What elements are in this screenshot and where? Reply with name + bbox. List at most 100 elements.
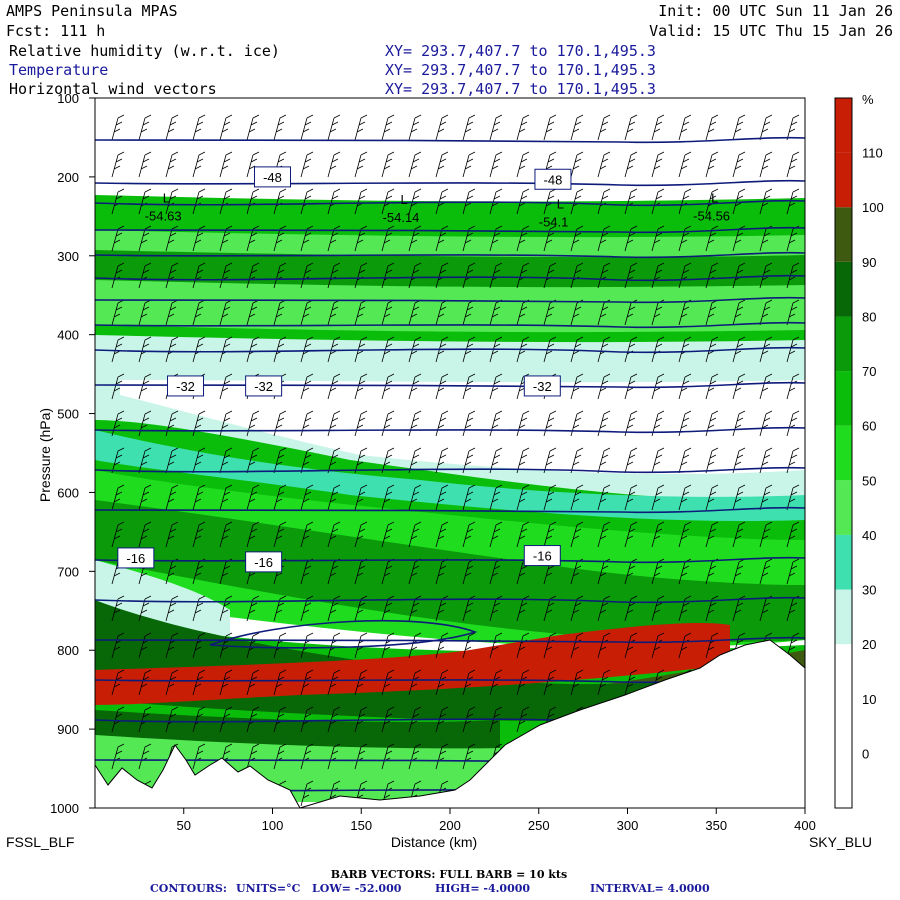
barb-stroke [651, 188, 665, 215]
barb-stroke [489, 484, 503, 511]
barb-stroke [543, 595, 557, 622]
wind-barb [273, 262, 287, 289]
wind-barb [381, 521, 395, 548]
wind-barb [111, 410, 125, 437]
wind-barb [732, 447, 746, 474]
wind-barb [273, 410, 287, 437]
contour-label: -16 [245, 551, 283, 573]
wind-barb [246, 447, 260, 474]
wind-barb [381, 706, 395, 733]
low-letter: L [163, 190, 170, 205]
wind-barb [354, 595, 368, 622]
barb-stroke [327, 595, 341, 622]
contour-line [95, 199, 805, 207]
wind-barb [732, 299, 746, 326]
wind-barb [678, 262, 692, 289]
wind-barb [192, 447, 206, 474]
barb-stroke [381, 151, 395, 178]
barb-stroke [462, 632, 476, 659]
wind-barb [192, 521, 206, 548]
barb-stroke [543, 521, 557, 548]
left-endpoint-label: FSSL_BLF [6, 834, 74, 850]
barb-stroke [273, 410, 287, 437]
barb-stroke [489, 114, 503, 141]
wind-barb [651, 262, 665, 289]
contour-label-box [523, 375, 561, 397]
barb-stroke [354, 410, 368, 437]
wind-barb [597, 595, 611, 622]
colorbar-tick-label: 40 [862, 528, 876, 543]
wind-barb [354, 669, 368, 696]
wind-barb [435, 225, 449, 252]
barb-stroke [435, 521, 449, 548]
wind-barb [246, 114, 260, 141]
barb-stroke [273, 299, 287, 326]
barb-stroke [732, 151, 746, 178]
wind-barb [219, 299, 233, 326]
barb-stroke [138, 669, 152, 696]
barb-stroke [273, 595, 287, 622]
wind-barb [408, 373, 422, 400]
barb-stroke [246, 595, 260, 622]
barb-stroke [624, 151, 638, 178]
wind-barb [138, 373, 152, 400]
wind-barb [192, 595, 206, 622]
contour-line [95, 274, 805, 282]
barb-stroke [597, 188, 611, 215]
footer-interval: INTERVAL= 4.0000 [590, 882, 710, 895]
barb-stroke [624, 410, 638, 437]
wind-barb [543, 447, 557, 474]
wind-barb [435, 595, 449, 622]
wind-barb [111, 743, 125, 770]
barb-stroke [165, 484, 179, 511]
wind-barb [705, 373, 719, 400]
wind-barb [273, 632, 287, 659]
wind-barb [273, 595, 287, 622]
wind-barb [219, 743, 233, 770]
contour-label-text: -16 [533, 549, 552, 564]
wind-barb [570, 410, 584, 437]
contour-line [95, 596, 805, 604]
wind-barb [759, 188, 773, 215]
barb-stroke [408, 114, 422, 141]
footer-units: UNITS=°C [236, 882, 301, 895]
barb-stroke [138, 299, 152, 326]
barb-stroke [651, 632, 665, 659]
wind-barb [759, 447, 773, 474]
barb-stroke [192, 484, 206, 511]
barb-stroke [732, 225, 746, 252]
wind-barb [651, 188, 665, 215]
barb-stroke [408, 743, 422, 770]
barb-stroke [543, 669, 557, 696]
wind-barb [786, 447, 800, 474]
barb-stroke [408, 780, 422, 807]
barb-stroke [219, 669, 233, 696]
barb-stroke [273, 225, 287, 252]
wind-barb [300, 373, 314, 400]
wind-barb [516, 114, 530, 141]
barb-stroke [111, 595, 125, 622]
barb-stroke [570, 225, 584, 252]
barb-stroke [192, 225, 206, 252]
y-tick-label: 200 [57, 170, 79, 185]
barb-stroke [165, 225, 179, 252]
barb-stroke [759, 447, 773, 474]
barb-stroke [705, 114, 719, 141]
barb-stroke [165, 595, 179, 622]
barb-stroke [408, 706, 422, 733]
wind-barb [435, 447, 449, 474]
barb-stroke [408, 447, 422, 474]
wind-barb [300, 595, 314, 622]
wind-barb [111, 521, 125, 548]
barb-stroke [597, 225, 611, 252]
barb-stroke [516, 669, 530, 696]
wind-barb [516, 225, 530, 252]
wind-barb [678, 632, 692, 659]
barb-stroke [111, 410, 125, 437]
y-axis-title: Pressure (hPa) [37, 408, 53, 502]
barb-stroke [192, 632, 206, 659]
wind-barb [300, 410, 314, 437]
wind-barb [354, 114, 368, 141]
wind-barb [516, 706, 530, 733]
